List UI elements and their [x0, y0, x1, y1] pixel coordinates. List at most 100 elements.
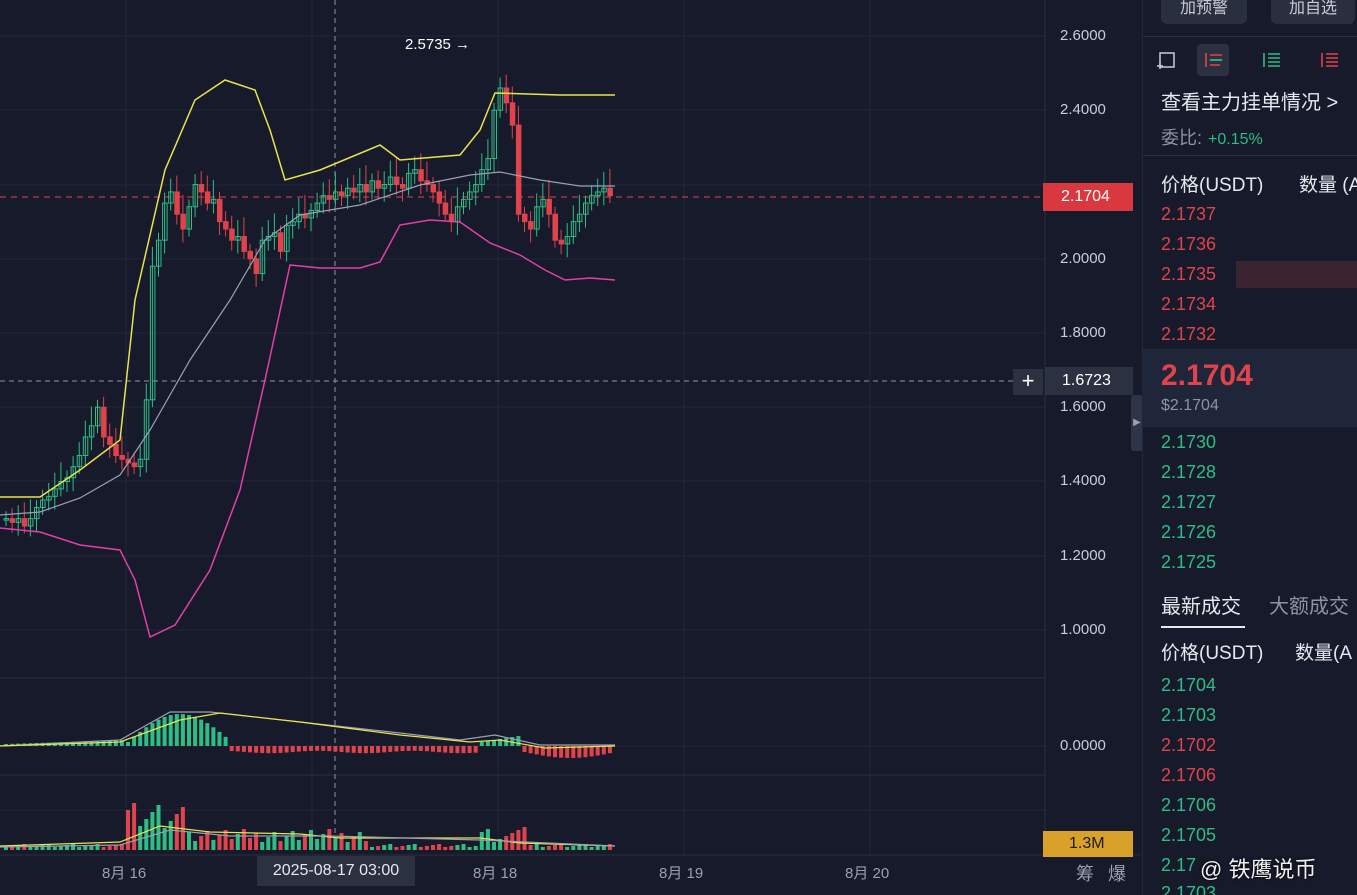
volume-bar	[546, 846, 551, 850]
price-column-header: 价格(USDT)	[1161, 175, 1264, 196]
volume-bar	[382, 845, 387, 850]
candle-body	[400, 184, 406, 189]
macd-bar	[162, 716, 167, 746]
macd-bar	[473, 746, 478, 753]
volume-bar	[467, 847, 472, 850]
macd-bar	[254, 746, 259, 753]
volume-bar	[565, 847, 570, 850]
candle-body	[168, 191, 174, 204]
candle-body	[235, 235, 241, 241]
crosshair-plus-icon[interactable]: +	[1013, 369, 1043, 395]
bid-row[interactable]: 2.1726	[1161, 522, 1217, 542]
candle-body	[15, 518, 22, 523]
macd-bar	[168, 715, 173, 746]
tab-large-trades[interactable]: 大额成交	[1269, 596, 1349, 618]
candle-body	[576, 213, 583, 223]
macd-bar	[601, 746, 606, 755]
volume-bar	[601, 845, 606, 850]
volume-bar	[205, 831, 210, 850]
candlestick-chart[interactable]	[0, 0, 1140, 895]
candle-body	[485, 158, 491, 171]
volume-bar	[339, 833, 344, 850]
candle-body	[381, 184, 388, 189]
candle-body	[217, 198, 223, 223]
add-chart-icon[interactable]	[1151, 44, 1183, 76]
macd-bar	[248, 746, 252, 753]
tab-latest-trades[interactable]: 最新成交	[1161, 596, 1241, 618]
candle-body	[131, 462, 138, 468]
macd-bar	[339, 746, 344, 753]
candle-body	[52, 488, 58, 497]
volume-bar	[309, 830, 313, 850]
ask-row[interactable]: 2.1736	[1161, 234, 1217, 254]
price-axis-tick: 1.0000	[1060, 621, 1106, 638]
candle-body	[137, 458, 144, 468]
price-axis-tick: 1.6000	[1060, 398, 1106, 415]
ask-row[interactable]: 2.1734	[1161, 294, 1217, 314]
macd-bar	[559, 746, 564, 758]
volume-bar	[101, 847, 106, 850]
chart-area[interactable]: 2.6000 2.4000 2.0000 1.8000 1.6000 1.400…	[0, 0, 1140, 895]
liquidation-button[interactable]: 爆	[1108, 864, 1126, 884]
bid-row[interactable]: 2.1725	[1161, 552, 1217, 572]
candle-body	[180, 213, 186, 230]
bid-row[interactable]: 2.1730	[1161, 432, 1217, 452]
orderbook-sell-icon[interactable]	[1313, 44, 1345, 76]
bid-row[interactable]: 2.1728	[1161, 462, 1217, 482]
candle-body	[34, 506, 40, 520]
candle-body	[107, 436, 113, 445]
volume-bar	[95, 844, 100, 850]
macd-bar	[565, 746, 570, 758]
chip-distribution-button[interactable]: 筹	[1076, 864, 1094, 884]
macd-bar	[455, 746, 460, 754]
ask-row[interactable]: 2.1732	[1161, 324, 1217, 344]
candle-body	[58, 481, 64, 490]
ask-row[interactable]: 2.1735	[1161, 264, 1217, 284]
macd-bar	[376, 746, 381, 753]
candle-body	[345, 187, 351, 197]
candle-body	[143, 399, 150, 460]
panel-collapse-handle[interactable]: ▶	[1131, 395, 1143, 451]
mid-price-usd: $2.1704	[1161, 397, 1219, 414]
macd-bar	[89, 741, 94, 746]
macd-bar	[321, 746, 326, 751]
add-alert-button[interactable]: 加预警	[1161, 0, 1247, 24]
macd-bar	[461, 746, 466, 754]
volume-bar	[284, 836, 289, 850]
main-orders-link[interactable]: 查看主力挂单情况 >	[1161, 92, 1339, 114]
candle-body	[9, 518, 16, 523]
volume-bar	[65, 845, 69, 850]
macd-bar	[290, 746, 295, 753]
volume-bar	[431, 845, 435, 850]
candle-body	[570, 221, 577, 237]
macd-bar	[577, 746, 582, 758]
macd-bar	[504, 738, 509, 746]
active-tab-indicator	[1161, 626, 1245, 628]
volume-bar	[4, 847, 8, 850]
candle-body	[46, 495, 52, 501]
candle-body	[265, 235, 272, 241]
macd-bar	[272, 746, 277, 754]
trade-row: 2.1706	[1161, 765, 1217, 785]
price-axis-tick: 1.4000	[1060, 472, 1106, 489]
macd-bar	[400, 746, 405, 752]
macd-bar	[217, 731, 222, 746]
candle-body	[473, 184, 479, 193]
price-axis-tick: 2.4000	[1060, 101, 1106, 118]
orderbook-buy-icon[interactable]	[1255, 44, 1287, 76]
macd-bar	[132, 736, 137, 746]
volume-bar	[113, 845, 118, 850]
volume-bar	[248, 838, 252, 850]
ask-row[interactable]: 2.1737	[1161, 204, 1217, 224]
bid-row[interactable]: 2.1727	[1161, 492, 1217, 512]
macd-bar	[150, 723, 155, 746]
candle-body	[461, 198, 467, 208]
orderbook-both-icon[interactable]	[1197, 44, 1229, 76]
volume-bar	[144, 819, 149, 850]
macd-bar	[156, 719, 161, 746]
macd-bar	[235, 746, 240, 752]
volume-bar	[400, 846, 405, 850]
macd-bar	[522, 746, 527, 752]
add-watchlist-button[interactable]: 加自选	[1271, 0, 1355, 24]
candle-body	[503, 87, 510, 104]
